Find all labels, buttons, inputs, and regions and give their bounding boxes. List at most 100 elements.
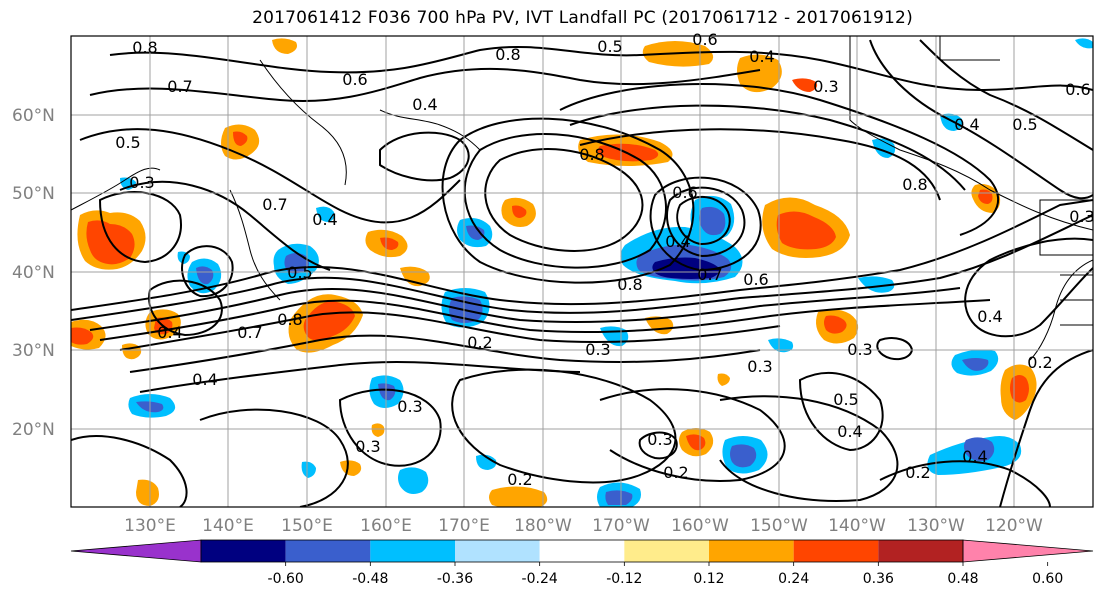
contour-label: 0.4: [412, 95, 437, 114]
positive-anomaly: [1010, 375, 1029, 403]
contour-label: 0.6: [743, 270, 768, 289]
pv-contour: [964, 237, 1093, 338]
pv-contour: [876, 337, 914, 361]
pv-contour: [579, 128, 941, 201]
lat-tick-label: 30°N: [12, 341, 55, 361]
negative-anomaly: [196, 266, 214, 285]
contour-label: 0.2: [507, 470, 532, 489]
coastline: [939, 36, 1000, 61]
lon-axis: 130°E 140°E 150°E 160°E 170°E 180°W 170°…: [124, 516, 1043, 536]
colorbar-segment: [455, 540, 540, 562]
colorbar-tick-label: 0.24: [778, 571, 809, 587]
negative-anomaly: [730, 444, 757, 468]
positive-anomaly: [371, 423, 385, 437]
pv-contour: [798, 371, 884, 452]
lon-tick-label: 140°W: [828, 516, 886, 536]
coastline: [229, 189, 281, 301]
pv-contour: [484, 148, 644, 252]
contour-label: 0.6: [672, 183, 697, 202]
pv-contour: [139, 361, 581, 393]
contour-label: 0.2: [1027, 353, 1052, 372]
pv-contour: [71, 199, 1093, 311]
pv-contour: [665, 186, 746, 258]
positive-anomaly: [645, 316, 674, 335]
contour-label: 0.6: [1065, 80, 1090, 99]
contour-label: 0.8: [132, 38, 157, 57]
contour-label: 0.5: [1012, 115, 1037, 134]
pv-contour: [999, 349, 1093, 507]
colorbar-extend-high: [962, 539, 1094, 563]
pv-contour: [89, 287, 961, 331]
contour-label: 0.8: [579, 145, 604, 164]
positive-anomaly: [776, 211, 836, 250]
pv-contour: [129, 334, 761, 373]
contour-label: 0.3: [585, 340, 610, 359]
pv-contour: [599, 388, 786, 482]
contour-label: 0.3: [847, 340, 872, 359]
contour-label: 0.6: [342, 70, 367, 89]
colorbar-border: [200, 539, 964, 563]
positive-anomaly: [380, 237, 399, 250]
colorbar-segment: [201, 540, 286, 562]
coastline: [1039, 199, 1093, 256]
negative-anomaly: [964, 437, 995, 462]
colorbar-segment: [793, 540, 879, 562]
positive-anomaly: [340, 460, 362, 476]
pv-contour: [99, 299, 991, 341]
negative-anomaly: [605, 490, 633, 505]
colorbar-tick-label: -0.36: [437, 571, 473, 587]
lon-tick-label: 160°E: [360, 516, 412, 536]
positive-anomaly: [136, 479, 159, 506]
contour-label: 0.4: [837, 422, 862, 441]
contour-label: 0.2: [905, 463, 930, 482]
pv-contour: [676, 196, 731, 246]
positive-anomaly: [512, 205, 527, 218]
positive-anomaly: [71, 327, 94, 345]
pv-contour: [119, 311, 781, 351]
colorbar-tick-label: -0.12: [606, 571, 642, 587]
contour-label: 0.4: [977, 307, 1002, 326]
pv-contour: [89, 67, 761, 102]
lon-tick-label: 180°W: [514, 516, 572, 536]
pv-contour: [638, 431, 678, 460]
pv-contour: [79, 128, 461, 224]
lat-tick-label: 60°N: [12, 106, 55, 126]
positive-anomaly: [303, 301, 355, 341]
pv-contour: [379, 131, 470, 182]
contour-label: 0.2: [663, 463, 688, 482]
map-title: 2017061412 F036 700 hPa PV, IVT Landfall…: [252, 8, 913, 28]
contour-label: 0.6: [692, 30, 717, 49]
colorbar-tick-label: -0.24: [522, 571, 558, 587]
contour-label: 0.5: [833, 390, 858, 409]
contour-label: 0.4: [749, 47, 774, 66]
contour-label: 0.3: [129, 173, 154, 192]
colorbar-segment: [878, 540, 963, 562]
pv-contour: [879, 460, 1051, 507]
contour-label: 0.7: [167, 77, 192, 96]
contour-label: 0.4: [312, 210, 337, 229]
colorbar-segment: [285, 540, 371, 562]
lon-tick-label: 120°W: [985, 516, 1043, 536]
pv-contour: [338, 388, 442, 467]
lon-tick-label: 140°E: [202, 516, 254, 536]
contour-label: 0.5: [597, 37, 622, 56]
contour-label: 0.3: [397, 397, 422, 416]
colorbar-extend-low: [70, 539, 202, 563]
negative-anomaly: [378, 383, 396, 401]
coastline: [71, 167, 161, 211]
coastline: [379, 109, 481, 151]
contour-label: 0.3: [813, 77, 838, 96]
negative-anomaly: [301, 461, 316, 478]
lon-tick-label: 160°W: [671, 516, 729, 536]
negative-anomaly: [1075, 38, 1093, 49]
contour-label: 0.7: [697, 265, 722, 284]
pv-contour: [148, 279, 223, 337]
pv-contour: [71, 214, 1093, 321]
contour-label: 0.3: [1069, 207, 1094, 226]
contour-label: 0.3: [647, 430, 672, 449]
lon-tick-label: 150°E: [281, 516, 333, 536]
contour-label: 0.4: [157, 323, 182, 342]
coastline: [259, 59, 347, 186]
contour-label: 0.4: [954, 115, 979, 134]
colorbar-segment: [709, 540, 794, 562]
